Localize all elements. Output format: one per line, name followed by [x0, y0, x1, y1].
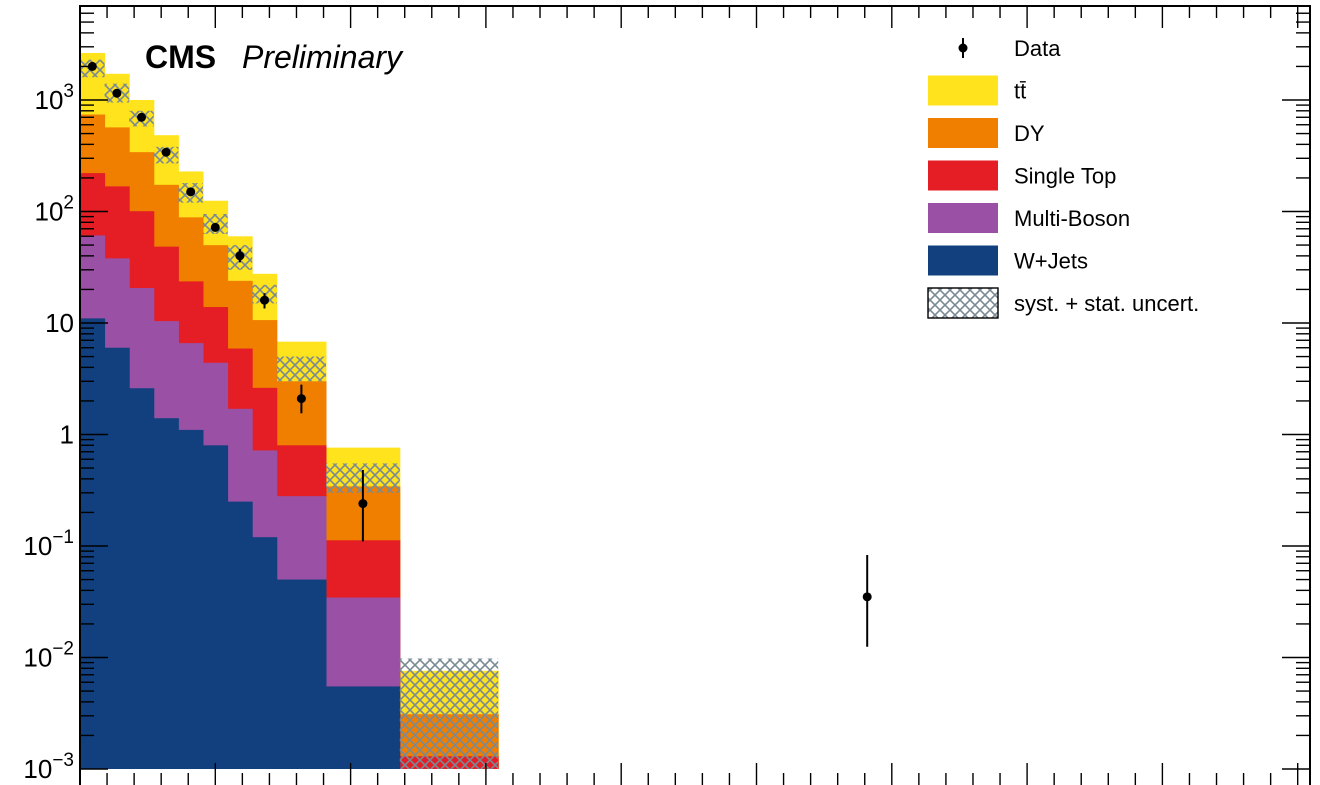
bar-w-jets-bin-4	[178, 429, 204, 769]
legend-syst-stat-uncert--label: syst. + stat. uncert.	[1014, 291, 1199, 316]
status-label: Preliminary	[242, 39, 404, 75]
bar-w-jets-bin-5	[203, 445, 229, 769]
legend-single-top-swatch	[928, 160, 998, 191]
data-point-6	[235, 251, 245, 261]
y-tick-label-4: 10−1	[23, 527, 74, 561]
bar-w-jets-bin-6	[227, 501, 253, 769]
bar-w-jets-bin-9	[326, 686, 401, 769]
bar-w-jets-bin-1	[104, 347, 130, 769]
data-points	[87, 61, 872, 647]
data-point-2	[137, 112, 146, 122]
data-point-1	[112, 88, 122, 98]
data-point-8	[296, 394, 306, 404]
stacked-bars	[80, 52, 499, 770]
bar-w-jets-bin-8	[276, 579, 327, 769]
legend-data-label: Data	[1014, 36, 1061, 61]
data-point-3	[161, 147, 171, 157]
data-point-4	[186, 187, 196, 197]
legend-syst-stat-uncert--swatch	[927, 287, 999, 319]
bar-w-jets-bin-7	[252, 537, 278, 769]
y-tick-label-2: 10	[45, 308, 74, 338]
legend-single-top-label: Single Top	[1014, 164, 1116, 189]
data-point-5	[210, 222, 220, 232]
y-tick-label-5: 10−2	[23, 639, 74, 673]
legend-dy-label: DY	[1014, 121, 1045, 146]
uncertainty-bin-8	[276, 356, 326, 382]
uncertainty-bin-10	[399, 658, 499, 769]
experiment-label: CMS	[145, 39, 216, 75]
data-point-9	[358, 499, 368, 509]
legend-multi-boson-label: Multi-Boson	[1014, 206, 1130, 231]
legend-w-jets-swatch	[928, 245, 998, 276]
y-tick-label-1: 102	[35, 193, 75, 227]
legend-dy-swatch	[928, 118, 998, 148]
data-point-10	[862, 592, 872, 602]
legend-data-marker	[958, 43, 968, 53]
plot-frame	[79, 5, 1311, 785]
legend-tt--label: tt̄	[1014, 79, 1026, 104]
bar-w-jets-bin-2	[129, 388, 155, 769]
bar-w-jets-bin-0	[80, 318, 106, 769]
legend-w-jets-label: W+Jets	[1014, 249, 1088, 274]
data-point-7	[260, 295, 269, 305]
legend-multi-boson-swatch	[928, 203, 998, 233]
y-tick-label-6: 10−3	[23, 750, 74, 784]
bar-w-jets-bin-3	[153, 418, 179, 769]
legend: Data tt̄ DY Single Top Multi-Boson W+Jets syst…	[927, 36, 1199, 319]
legend-tt--swatch	[928, 75, 998, 106]
y-tick-label-3: 1	[60, 420, 74, 450]
y-tick-label-0: 103	[35, 81, 75, 115]
